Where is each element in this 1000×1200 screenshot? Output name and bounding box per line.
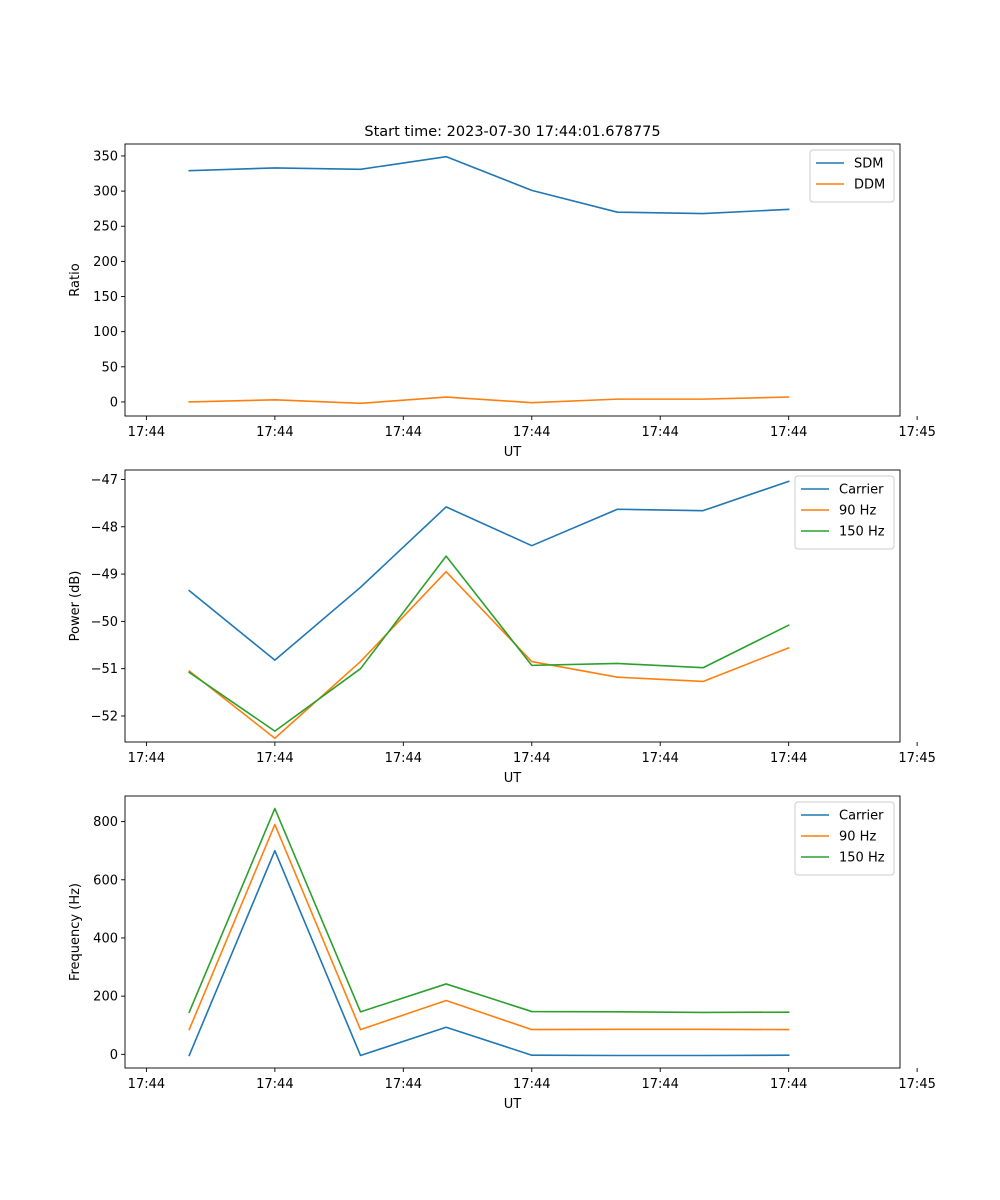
ratio-x-tick-label: 17:44 <box>513 425 550 440</box>
power-y-tick-label: −51 <box>91 662 118 677</box>
ratio-panel: Start time: 2023-07-30 17:44:01.678775 R… <box>68 124 936 460</box>
ratio-axes-frame <box>124 143 901 417</box>
ratio-x-tick-label: 17:44 <box>770 425 807 440</box>
frequency-axes-frame <box>124 795 901 1069</box>
frequency-series-90-hz-line <box>188 823 790 1031</box>
frequency-x-tick-label: 17:44 <box>256 1077 293 1092</box>
ratio-y-tick-label: 250 <box>93 220 118 235</box>
power-y-tick-label: −48 <box>91 520 118 535</box>
ratio-x-tick-label: 17:45 <box>898 425 935 440</box>
frequency-y-tick-label: 800 <box>93 815 118 830</box>
frequency-x-tick-label: 17:44 <box>128 1077 165 1092</box>
ratio-y-tick-label: 100 <box>93 325 118 340</box>
power-panel: Power (dB) UT −52 −51 −50 −49 −48 −47 17:44 17:… <box>68 469 936 786</box>
power-x-tick-label: 17:44 <box>641 751 678 766</box>
power-legend-label-150-hz: 150 Hz <box>839 525 885 540</box>
ratio-y-tick-label: 200 <box>93 255 118 270</box>
ratio-x-tick-label: 17:44 <box>128 425 165 440</box>
power-series-150-hz-line <box>188 555 790 732</box>
frequency-series-carrier-line <box>188 849 790 1057</box>
power-x-tick-label: 17:45 <box>898 751 935 766</box>
power-x-tick-label: 17:44 <box>256 751 293 766</box>
frequency-panel: Frequency (Hz) UT 0 200 400 600 800 17:44 17:4… <box>68 795 936 1112</box>
frequency-x-tick-label: 17:45 <box>898 1077 935 1092</box>
frequency-y-tick-label: 600 <box>93 873 118 888</box>
frequency-x-axis-label: UT <box>504 1097 522 1112</box>
power-y-tick-label: −47 <box>91 473 118 488</box>
frequency-y-tick-label: 0 <box>110 1048 118 1063</box>
ratio-x-tick-label: 17:44 <box>256 425 293 440</box>
power-series-carrier-line <box>188 480 790 661</box>
ratio-y-tick-label: 350 <box>93 149 118 164</box>
frequency-x-tick-label: 17:44 <box>385 1077 422 1092</box>
ratio-y-tick-label: 150 <box>93 290 118 305</box>
frequency-legend: Carrier 90 Hz 150 Hz <box>794 801 895 876</box>
ratio-x-axis-label: UT <box>504 445 522 460</box>
power-legend-label-90-hz: 90 Hz <box>839 504 876 519</box>
power-x-tick-label: 17:44 <box>513 751 550 766</box>
frequency-legend-label-carrier: Carrier <box>839 809 884 824</box>
power-axes-frame <box>124 469 901 743</box>
power-y-tick-label: −50 <box>91 615 118 630</box>
chart-title: Start time: 2023-07-30 17:44:01.678775 <box>364 124 660 140</box>
power-x-axis-label: UT <box>504 771 522 786</box>
ratio-x-tick-label: 17:44 <box>385 425 422 440</box>
ratio-y-tick-label: 50 <box>101 360 118 375</box>
ratio-legend: SDM DDM <box>809 149 895 203</box>
ratio-y-tick-label: 0 <box>110 395 118 410</box>
power-x-tick-label: 17:44 <box>128 751 165 766</box>
frequency-x-tick-label: 17:44 <box>513 1077 550 1092</box>
frequency-y-axis-label: Frequency (Hz) <box>68 883 83 981</box>
frequency-legend-label-90-hz: 90 Hz <box>839 830 876 845</box>
power-legend: Carrier 90 Hz 150 Hz <box>794 475 895 550</box>
power-legend-label-carrier: Carrier <box>839 483 884 498</box>
frequency-x-tick-label: 17:44 <box>641 1077 678 1092</box>
ratio-series-sdm-line <box>188 155 790 215</box>
power-series-90-hz-line <box>188 570 790 740</box>
ratio-legend-label-ddm: DDM <box>854 178 885 193</box>
frequency-y-tick-label: 400 <box>93 931 118 946</box>
ratio-x-tick-label: 17:44 <box>641 425 678 440</box>
ratio-y-axis-label: Ratio <box>68 263 83 296</box>
ratio-y-tick-label: 300 <box>93 185 118 200</box>
power-y-tick-label: −52 <box>91 709 118 724</box>
frequency-y-tick-label: 200 <box>93 990 118 1005</box>
frequency-legend-label-150-hz: 150 Hz <box>839 851 885 866</box>
ratio-legend-label-sdm: SDM <box>854 157 883 172</box>
power-y-axis-label: Power (dB) <box>68 571 83 642</box>
ratio-series-ddm-line <box>188 396 790 405</box>
power-y-tick-label: −49 <box>91 568 118 583</box>
power-x-tick-label: 17:44 <box>770 751 807 766</box>
frequency-x-tick-label: 17:44 <box>770 1077 807 1092</box>
frequency-series-150-hz-line <box>188 807 790 1014</box>
power-x-tick-label: 17:44 <box>385 751 422 766</box>
